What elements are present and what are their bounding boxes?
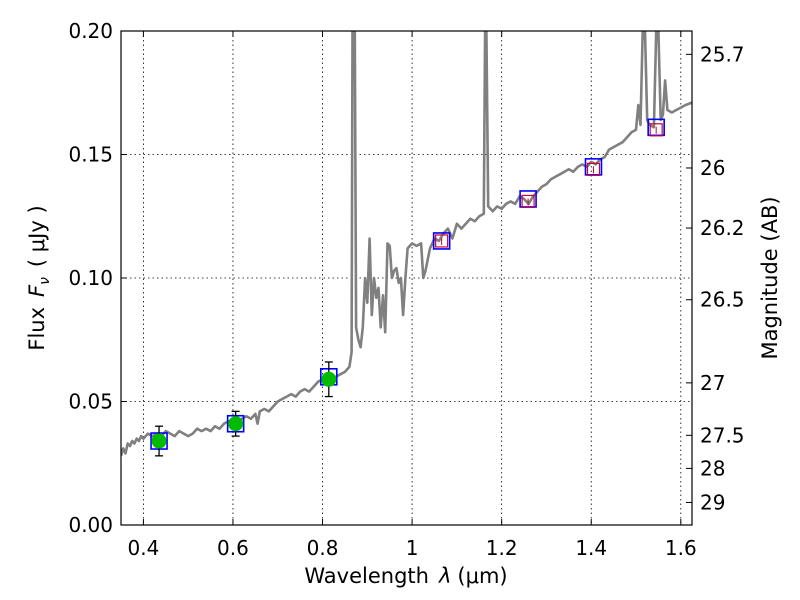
- y2-tick-label: 27.5: [700, 423, 745, 447]
- y-tick-label: 0.15: [68, 143, 113, 167]
- markers: [150, 118, 665, 457]
- y-axis-subscript: ν: [37, 277, 53, 285]
- y-axis-unit: ( μJy ): [25, 205, 49, 267]
- x-tick-label: 1: [406, 536, 419, 560]
- detection-point: [321, 371, 337, 387]
- plot-data-area: [121, 31, 692, 457]
- y2-tick-label: 25.7: [700, 42, 745, 66]
- y-axis-label: Flux: [25, 307, 49, 351]
- x-tick-label: 1.2: [486, 536, 518, 560]
- x-tick-label: 1.6: [665, 536, 697, 560]
- x-axis-title: Wavelength λ (μm): [304, 564, 507, 588]
- y2-tick-label: 28: [700, 456, 725, 480]
- x-tick-label: 0.6: [217, 536, 249, 560]
- upper-limit-square: [521, 194, 535, 209]
- upper-limit-square: [435, 234, 449, 248]
- x-axis-symbol: λ: [438, 564, 451, 588]
- model-photometry-square: [432, 232, 451, 250]
- upper-limit-square: [586, 162, 601, 176]
- ticks: 0.4 0.6 0.8 1 1.2 1.4 1.6 0.00 0.05 0.10 0.15 0.20 2…: [68, 19, 744, 560]
- x-axis-label: Wavelength: [304, 564, 429, 588]
- y2-tick-label: 26: [700, 156, 725, 180]
- y2-axis-title: Magnitude (AB): [758, 196, 782, 359]
- y2-tick-label: 26.5: [700, 288, 745, 312]
- spectrum-line: [121, 31, 692, 457]
- y2-tick-label: 29: [700, 490, 725, 514]
- detection-point: [151, 433, 167, 449]
- y-axis-symbol: F: [25, 284, 49, 297]
- x-tick-label: 0.8: [307, 536, 339, 560]
- y-tick-label: 0.20: [68, 19, 113, 43]
- x-axis-unit: (μm): [457, 564, 507, 588]
- y-tick-label: 0.05: [68, 390, 113, 414]
- y2-tick-label: 26.2: [700, 216, 745, 240]
- upper-limit-square: [649, 123, 663, 137]
- detection-point: [228, 416, 244, 432]
- y-tick-label: 0.10: [68, 266, 113, 290]
- y-tick-label: 0.00: [68, 513, 113, 537]
- x-tick-label: 1.4: [575, 536, 607, 560]
- x-tick-label: 0.4: [127, 536, 159, 560]
- y-axis-title: Flux Fν ( μJy ): [25, 205, 53, 350]
- y2-tick-label: 27: [700, 371, 725, 395]
